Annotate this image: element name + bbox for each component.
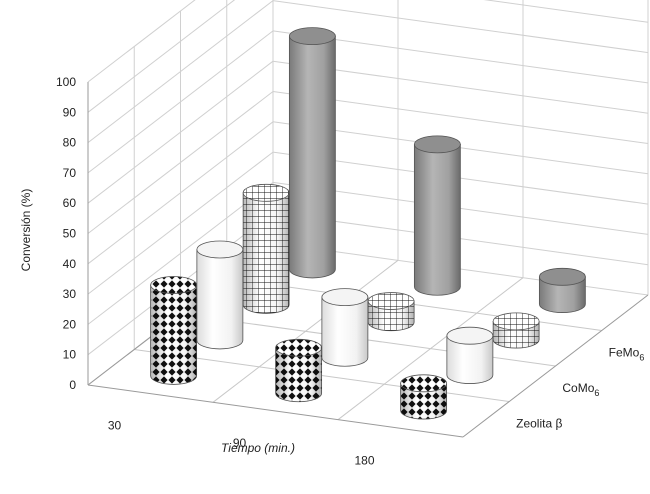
y-tick-label: 40 bbox=[63, 257, 77, 271]
y-tick-label: 90 bbox=[63, 105, 77, 119]
x-axis-label: Tiempo (min.) bbox=[221, 441, 295, 455]
y-tick-label: 0 bbox=[69, 378, 76, 392]
y-tick-label: 20 bbox=[63, 317, 77, 331]
bar bbox=[538, 267, 586, 313]
bar bbox=[400, 374, 448, 420]
bar bbox=[288, 27, 336, 279]
bar bbox=[413, 135, 461, 296]
y-tick-label: 10 bbox=[63, 348, 77, 362]
bar bbox=[150, 276, 198, 385]
bar bbox=[242, 183, 290, 314]
y-tick-label: 70 bbox=[63, 166, 77, 180]
bar bbox=[275, 338, 323, 403]
y-tick-label: 30 bbox=[63, 287, 77, 301]
x-tick-label: 90 bbox=[233, 436, 247, 450]
y-tick-label: 50 bbox=[63, 227, 77, 241]
x-tick-label: 180 bbox=[354, 453, 374, 467]
bar-group bbox=[150, 27, 586, 420]
bar bbox=[196, 240, 244, 350]
y-tick-label: 100 bbox=[56, 75, 76, 89]
y-axis-tick-labels: 0 10 20 30 40 50 60 70 80 90 100 bbox=[56, 75, 76, 392]
bar bbox=[367, 292, 415, 332]
y-tick-label: 60 bbox=[63, 196, 77, 210]
bar bbox=[446, 326, 494, 384]
bar bbox=[321, 288, 369, 367]
x-tick-label: 30 bbox=[108, 419, 122, 433]
series-label: FeMo6 bbox=[609, 345, 645, 362]
series-label: CoMo6 bbox=[562, 381, 599, 398]
y-axis-label: Conversión (%) bbox=[19, 189, 33, 272]
bar bbox=[492, 312, 540, 349]
y-tick-label: 80 bbox=[63, 136, 77, 150]
series-depth-labels: Zeolita βCoMo6FeMo6NiMo6 bbox=[516, 345, 645, 430]
series-label: Zeolita β bbox=[516, 416, 562, 430]
x-axis-tick-labels: 30 90 180 bbox=[108, 419, 375, 468]
